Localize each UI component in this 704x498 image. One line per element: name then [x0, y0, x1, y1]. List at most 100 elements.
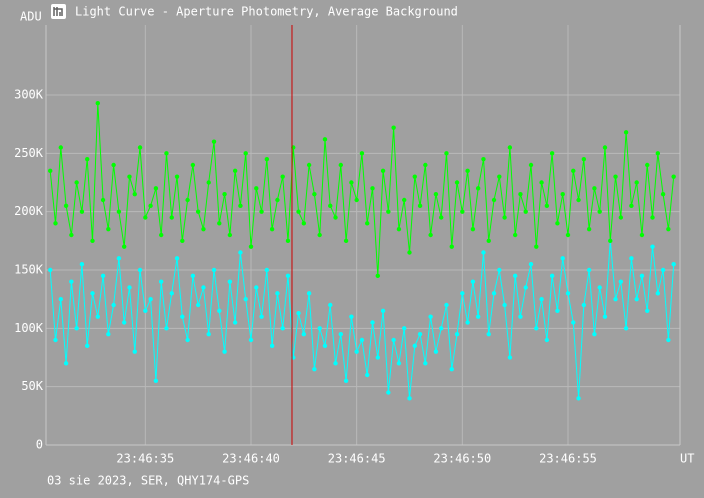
data-point: [507, 145, 513, 150]
data-point: [671, 174, 676, 179]
data-point: [470, 226, 476, 232]
data-point: [565, 291, 571, 296]
data-point: [69, 279, 74, 284]
data-point: [53, 337, 58, 343]
data-point: [454, 331, 460, 337]
data-point: [417, 331, 423, 337]
data-point: [412, 343, 417, 349]
data-point: [180, 238, 185, 244]
data-point: [201, 226, 206, 232]
data-point: [650, 244, 655, 249]
data-point: [491, 197, 497, 203]
data-point: [248, 337, 254, 343]
data-point: [549, 273, 555, 279]
y-tick-label: 150K: [14, 263, 44, 277]
data-point: [470, 279, 476, 284]
data-point: [571, 168, 576, 174]
data-point: [613, 296, 618, 302]
data-point: [597, 285, 602, 290]
data-point: [100, 197, 106, 203]
data-point: [164, 151, 169, 156]
data-point: [576, 197, 581, 203]
data-point: [338, 331, 344, 337]
data-point: [407, 250, 412, 255]
data-point: [137, 267, 143, 273]
data-point: [486, 331, 491, 337]
data-point: [296, 209, 301, 214]
data-point: [544, 337, 550, 343]
data-point: [597, 209, 602, 214]
data-point: [317, 232, 322, 238]
data-point: [174, 174, 180, 179]
data-point: [433, 191, 439, 197]
data-point: [63, 361, 69, 366]
data-point: [322, 343, 328, 349]
data-point: [158, 232, 164, 238]
data-point: [650, 215, 655, 220]
data-point: [423, 162, 428, 168]
y-tick-label: 300K: [14, 88, 44, 102]
data-point: [534, 326, 539, 331]
x-tick-label: 23:46:50: [433, 452, 491, 466]
data-point: [217, 221, 222, 226]
data-point: [90, 238, 95, 244]
data-point: [623, 130, 629, 135]
data-point: [269, 343, 275, 349]
y-axis-label: ADU: [20, 10, 42, 24]
data-point: [560, 256, 565, 261]
data-point: [121, 244, 127, 249]
data-point: [48, 168, 53, 174]
data-point: [375, 273, 380, 279]
data-point: [185, 197, 190, 203]
data-point: [359, 151, 365, 156]
data-point: [639, 273, 645, 279]
data-point: [280, 174, 285, 179]
data-point: [645, 162, 650, 168]
data-point: [444, 302, 449, 308]
y-tick-label: 100K: [14, 321, 44, 335]
data-point: [534, 244, 539, 249]
data-point: [227, 232, 233, 238]
data-point: [555, 221, 560, 226]
data-point: [100, 273, 106, 279]
data-point: [586, 226, 592, 232]
data-point: [523, 209, 528, 214]
data-point: [275, 291, 280, 296]
y-tick-label: 250K: [14, 146, 44, 160]
data-point: [79, 261, 85, 267]
data-point: [592, 331, 597, 337]
data-point: [618, 279, 624, 284]
data-point: [306, 291, 312, 296]
x-tick-label: 23:46:45: [328, 452, 386, 466]
data-point: [412, 174, 417, 179]
data-point: [132, 349, 137, 354]
data-point: [523, 285, 528, 290]
data-point: [528, 261, 534, 267]
data-point: [428, 314, 433, 319]
data-point: [539, 180, 544, 185]
data-point: [190, 162, 196, 168]
data-point: [322, 137, 328, 142]
data-point: [354, 349, 359, 354]
data-point: [629, 203, 634, 209]
data-point: [222, 191, 227, 197]
data-point: [259, 314, 264, 319]
data-point: [116, 209, 122, 214]
data-point: [85, 343, 90, 349]
data-point: [491, 291, 497, 296]
subtitle: 03 sie 2023, SER, QHY174-GPS: [47, 474, 249, 488]
data-point: [169, 291, 174, 296]
data-point: [264, 156, 270, 162]
data-point: [380, 308, 386, 314]
data-point: [211, 139, 217, 144]
data-point: [69, 232, 74, 238]
data-point: [613, 174, 618, 179]
data-point: [148, 296, 153, 302]
data-point: [137, 145, 143, 150]
data-point: [460, 291, 465, 296]
data-point: [153, 186, 159, 191]
data-point: [143, 308, 148, 314]
plot: [48, 25, 676, 445]
x-tick-label: 23:46:35: [116, 452, 174, 466]
